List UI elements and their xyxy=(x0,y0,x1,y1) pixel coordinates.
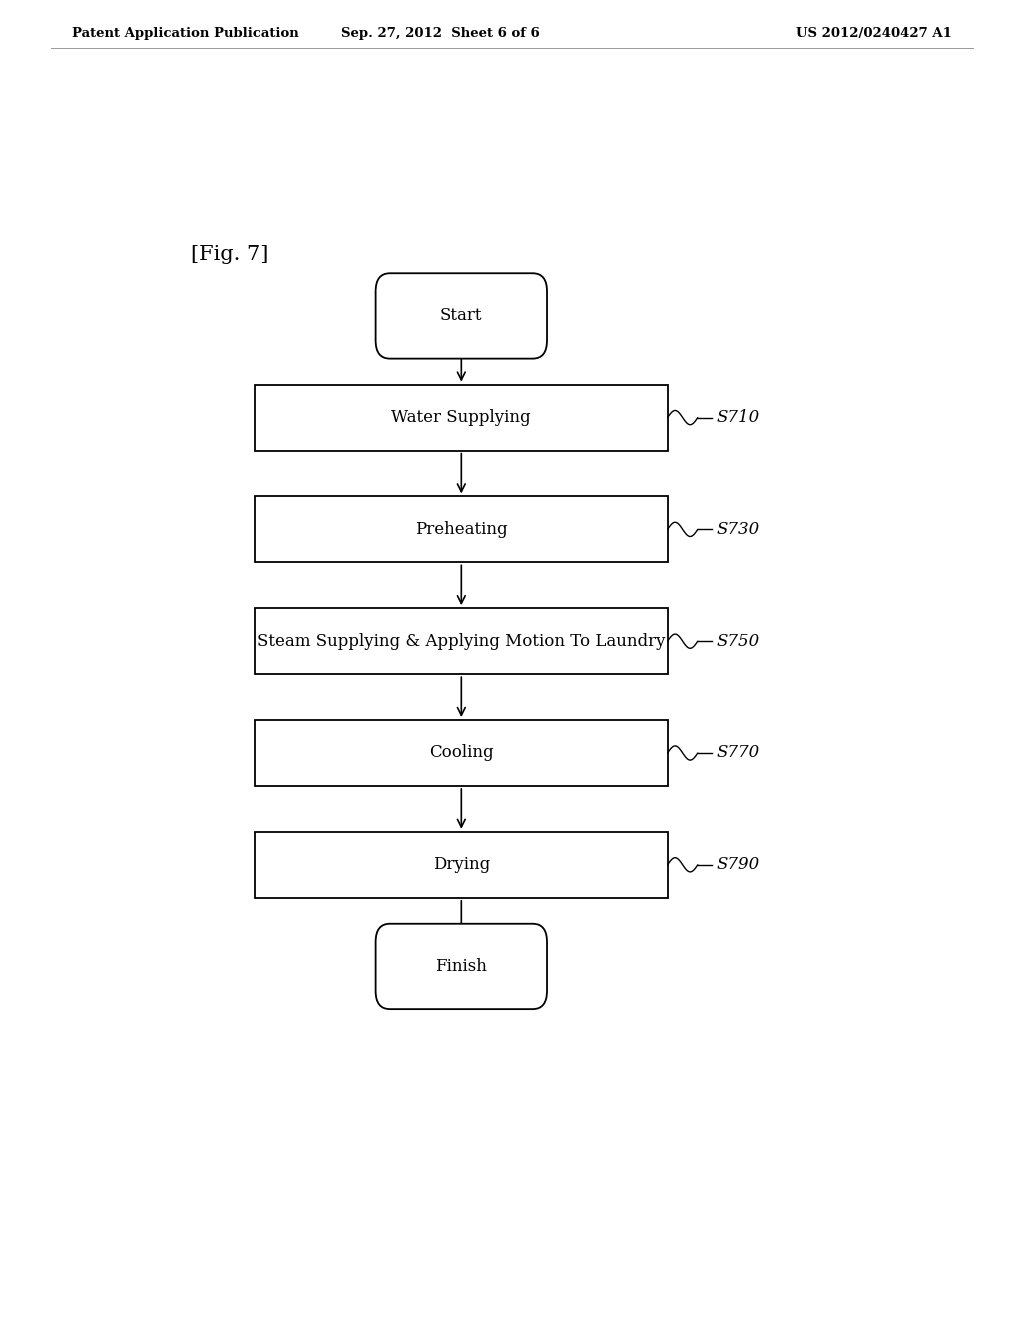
Bar xyxy=(255,719,668,785)
Text: S790: S790 xyxy=(716,857,760,874)
Text: S710: S710 xyxy=(716,409,760,426)
Bar xyxy=(255,832,668,898)
Bar xyxy=(255,384,668,450)
FancyBboxPatch shape xyxy=(376,924,547,1008)
Text: Steam Supplying & Applying Motion To Laundry: Steam Supplying & Applying Motion To Lau… xyxy=(257,632,666,649)
Text: S750: S750 xyxy=(716,632,760,649)
Text: US 2012/0240427 A1: US 2012/0240427 A1 xyxy=(797,26,952,40)
Text: Preheating: Preheating xyxy=(415,521,508,537)
Text: S730: S730 xyxy=(716,521,760,537)
Text: Drying: Drying xyxy=(433,857,489,874)
Text: Finish: Finish xyxy=(435,958,487,975)
FancyBboxPatch shape xyxy=(376,273,547,359)
Text: S770: S770 xyxy=(716,744,760,762)
Bar xyxy=(255,609,668,675)
Text: Sep. 27, 2012  Sheet 6 of 6: Sep. 27, 2012 Sheet 6 of 6 xyxy=(341,26,540,40)
Text: Start: Start xyxy=(440,308,482,325)
Text: Water Supplying: Water Supplying xyxy=(391,409,531,426)
Text: [Fig. 7]: [Fig. 7] xyxy=(191,244,269,264)
Bar xyxy=(255,496,668,562)
Text: Patent Application Publication: Patent Application Publication xyxy=(72,26,298,40)
Text: Cooling: Cooling xyxy=(429,744,494,762)
